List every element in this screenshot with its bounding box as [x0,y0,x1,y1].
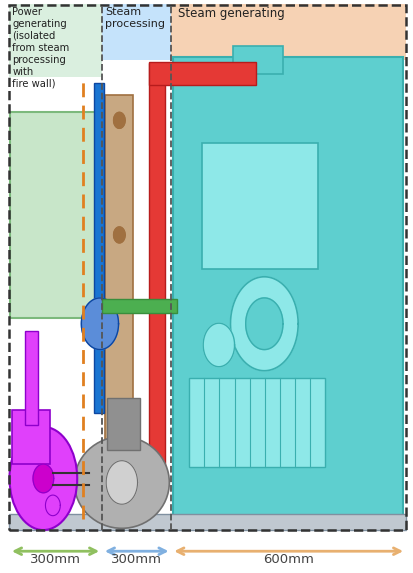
Bar [189,378,325,467]
Polygon shape [203,323,235,367]
Bar [102,299,177,313]
Polygon shape [114,227,125,243]
Polygon shape [33,464,54,493]
Polygon shape [81,298,119,350]
Ellipse shape [9,427,77,530]
Polygon shape [114,112,125,128]
Text: 300mm: 300mm [111,553,162,566]
Bar [25,331,38,425]
Bar [202,143,318,269]
Bar [149,63,165,484]
Bar [102,4,171,60]
Bar [10,112,95,318]
Polygon shape [246,298,283,350]
Bar [12,410,50,464]
Bar [149,62,256,85]
Text: Steam generating: Steam generating [178,7,284,20]
Bar [171,4,406,60]
Text: Steam
processing: Steam processing [105,7,165,29]
Bar [9,514,406,530]
Bar [107,398,140,450]
Polygon shape [106,461,138,504]
Bar [233,46,283,74]
Text: 600mm: 600mm [263,553,314,566]
Polygon shape [230,277,298,371]
Bar [94,83,104,413]
Text: Power
generating
(isolated
from steam
processing
with
fire wall): Power generating (isolated from steam pr… [12,7,70,89]
Ellipse shape [74,437,169,528]
Polygon shape [45,495,60,516]
Bar [9,4,102,77]
Bar [105,95,133,450]
Text: 300mm: 300mm [30,553,81,566]
Bar [173,57,403,527]
